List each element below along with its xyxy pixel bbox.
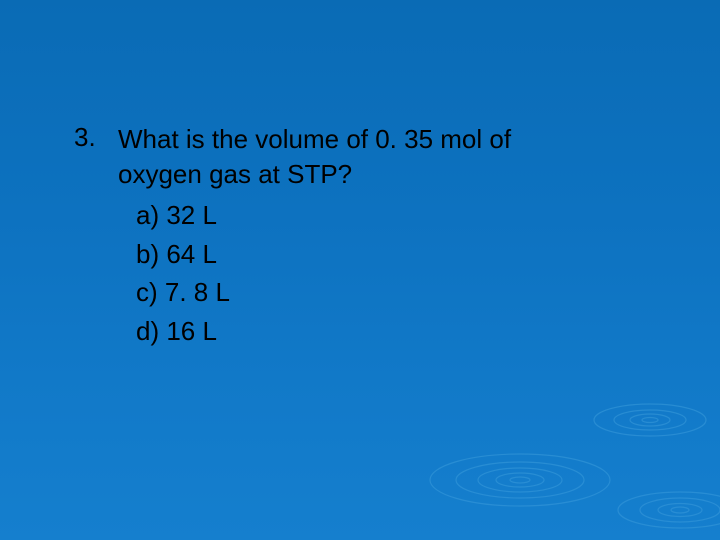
question-line-1: What is the volume of 0. 35 mol of: [118, 124, 511, 154]
question-block: 3. What is the volume of 0. 35 mol of ox…: [74, 122, 660, 350]
options-list: a) 32 L b) 64 L c) 7. 8 L d) 16 L: [136, 196, 660, 350]
ripple-decoration: [370, 340, 720, 540]
option-a: a) 32 L: [136, 196, 660, 234]
question-row: 3. What is the volume of 0. 35 mol of ox…: [74, 122, 660, 192]
question-line-2: oxygen gas at STP?: [118, 159, 352, 189]
option-c: c) 7. 8 L: [136, 273, 660, 311]
option-b: b) 64 L: [136, 235, 660, 273]
question-number: 3.: [74, 122, 118, 153]
slide: 3. What is the volume of 0. 35 mol of ox…: [0, 0, 720, 540]
question-text: What is the volume of 0. 35 mol of oxyge…: [118, 122, 511, 192]
option-d: d) 16 L: [136, 312, 660, 350]
